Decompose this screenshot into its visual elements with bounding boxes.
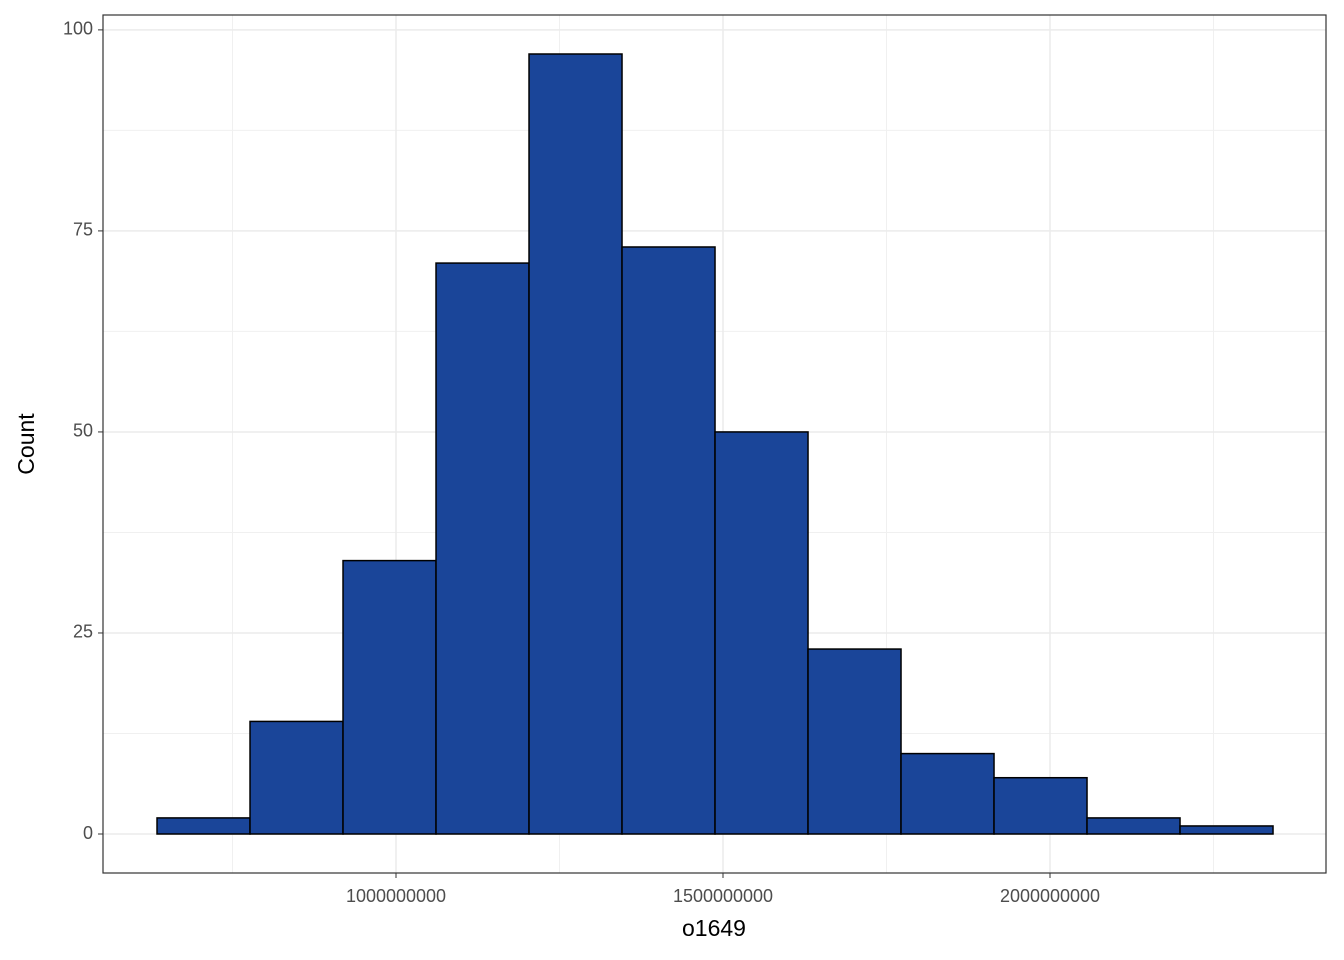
x-tick-label: 1000000000 bbox=[346, 886, 446, 906]
y-axis-title: Count bbox=[13, 413, 39, 475]
y-tick-label: 50 bbox=[73, 421, 93, 441]
bar bbox=[993, 776, 1088, 835]
y-tick-label: 75 bbox=[73, 220, 93, 240]
bar bbox=[156, 817, 251, 835]
y-tick-label: 100 bbox=[63, 19, 93, 39]
x-tick-label: 2000000000 bbox=[1000, 886, 1100, 906]
y-tick-label: 0 bbox=[83, 823, 93, 843]
x-axis-title: o1649 bbox=[682, 915, 746, 941]
bar bbox=[249, 720, 344, 835]
panel-border bbox=[102, 14, 1327, 874]
bar bbox=[435, 262, 530, 835]
y-tick-label: 25 bbox=[73, 622, 93, 642]
bar bbox=[714, 431, 809, 835]
bar bbox=[807, 648, 902, 835]
x-tick-label: 1500000000 bbox=[673, 886, 773, 906]
bar bbox=[900, 752, 995, 835]
bar bbox=[1086, 817, 1181, 835]
bar bbox=[528, 53, 623, 835]
bar bbox=[342, 559, 437, 835]
bar bbox=[1179, 825, 1274, 835]
bar bbox=[621, 246, 716, 835]
